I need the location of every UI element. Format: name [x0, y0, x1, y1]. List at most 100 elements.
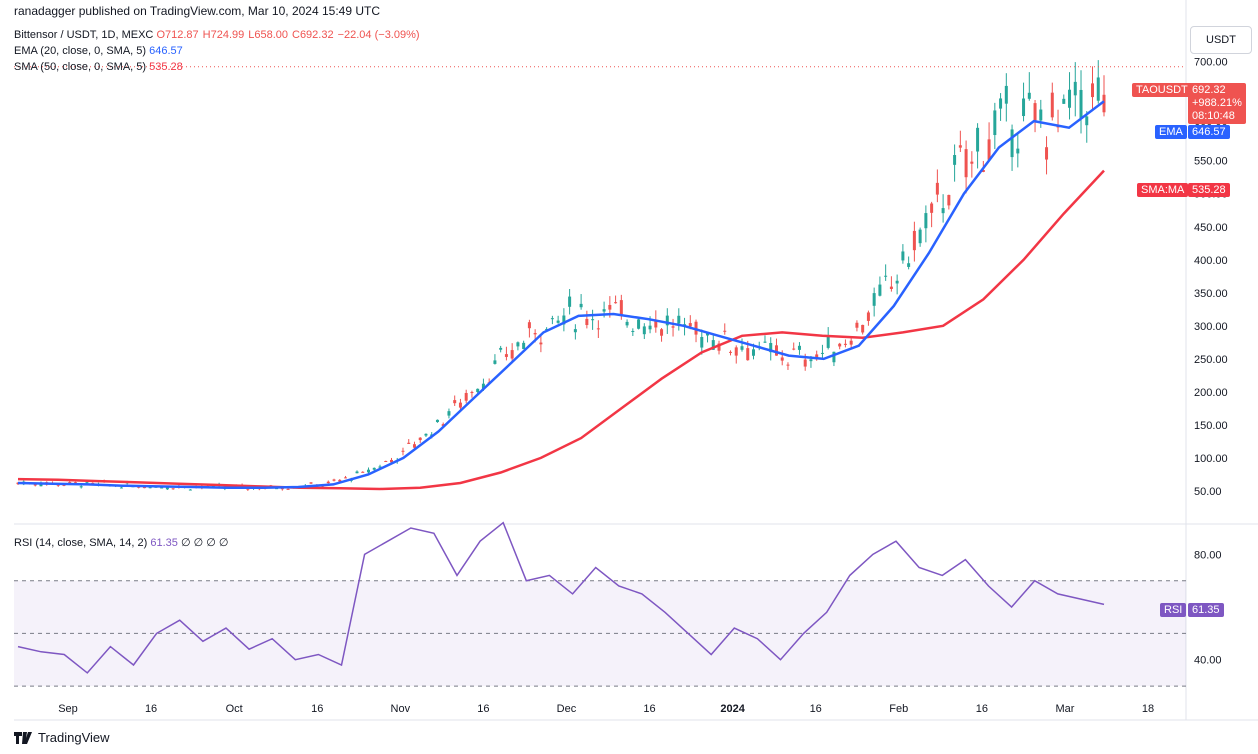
candle-body — [751, 349, 755, 356]
candle-body — [1022, 98, 1026, 117]
candle-body — [717, 343, 721, 351]
candle-body — [614, 302, 618, 304]
ema-tag-label: EMA — [1155, 125, 1187, 139]
low-value: L658.00 — [248, 29, 288, 41]
candle-body — [573, 329, 577, 333]
candle-body — [780, 357, 784, 361]
candle-body — [464, 392, 468, 401]
candle-body — [947, 194, 951, 206]
candle-body — [326, 481, 330, 484]
candle-body — [608, 304, 612, 310]
sma-legend[interactable]: SMA (50, close, 0, SMA, 5) 535.28 — [14, 61, 183, 73]
currency-button[interactable]: USDT — [1190, 26, 1252, 54]
candle-body — [1016, 148, 1020, 154]
candle-body — [119, 487, 123, 489]
candle-body — [137, 486, 141, 488]
time-tick-label: Nov — [391, 703, 411, 715]
tradingview-brand[interactable]: TradingView — [14, 730, 110, 745]
price-tick-label: 100.00 — [1194, 453, 1228, 465]
candle-body — [889, 286, 893, 289]
candle-body — [838, 343, 842, 347]
candle-body — [56, 484, 60, 486]
candle-body — [481, 383, 485, 389]
candle-body — [453, 400, 457, 404]
rsi-legend-value: 61.35 — [150, 537, 178, 549]
candle-body — [286, 488, 290, 490]
candle-body — [706, 333, 710, 336]
candle-body — [970, 161, 974, 164]
sma-legend-value: 535.28 — [149, 61, 183, 73]
candle-body — [884, 275, 888, 277]
symbol-legend: Bittensor / USDT, 1D, MEXC O712.87 H724.9… — [14, 29, 424, 41]
published-line: ranadagger published on TradingView.com,… — [14, 4, 381, 18]
candle-body — [1102, 94, 1106, 113]
candle-body — [746, 348, 750, 361]
candle-body — [522, 342, 526, 350]
candle-body — [642, 326, 646, 335]
candle-body — [338, 479, 342, 482]
rsi-line — [17, 521, 1105, 674]
candle-body — [924, 213, 928, 229]
price-tick-label: 700.00 — [1194, 57, 1228, 69]
candle-body — [579, 303, 583, 308]
candle-body — [987, 139, 991, 160]
ema-line — [17, 100, 1105, 489]
candle-body — [545, 328, 549, 330]
time-tick-label: 16 — [477, 703, 489, 715]
candle-body — [763, 341, 767, 343]
rsi-tag-label: RSI — [1160, 603, 1187, 617]
rsi-legend-extra: ∅ ∅ ∅ ∅ — [180, 537, 229, 549]
candle-body — [999, 98, 1003, 109]
price-tag-countdown: 08:10:48 — [1192, 110, 1235, 122]
symbol-name: Bittensor / USDT, 1D, MEXC — [14, 29, 154, 41]
candle-body — [729, 351, 733, 353]
price-tick-label: 450.00 — [1194, 222, 1228, 234]
candle-body — [389, 459, 393, 463]
candle-body — [976, 127, 980, 152]
candle-body — [631, 330, 635, 332]
time-tick-label: Feb — [889, 703, 908, 715]
candle-body — [671, 326, 675, 328]
candle-body — [981, 169, 985, 172]
candle-body — [803, 359, 807, 367]
candle-body — [344, 477, 348, 479]
candle-body — [815, 354, 819, 360]
time-tick-label: Mar — [1055, 703, 1074, 715]
brand-name: TradingView — [38, 730, 110, 745]
candle-body — [619, 300, 623, 316]
change-value: −22.04 (−3.09%) — [337, 29, 420, 41]
candle-body — [901, 251, 905, 261]
high-value: H724.99 — [202, 29, 245, 41]
ema-legend[interactable]: EMA (20, close, 0, SMA, 5) 646.57 — [14, 45, 183, 57]
candle-body — [447, 411, 451, 416]
candle-body — [68, 482, 72, 484]
candle-body — [734, 347, 738, 356]
candle-body — [1033, 103, 1037, 121]
candle-body — [1010, 129, 1014, 158]
ema-tag-value: 646.57 — [1188, 125, 1230, 139]
candle-body — [309, 482, 313, 484]
candle-body — [740, 346, 744, 350]
candle-body — [499, 347, 503, 350]
price-tag: 692.32 +988.21% 08:10:48 — [1188, 83, 1246, 124]
candle-body — [792, 348, 796, 350]
candle-body — [843, 343, 847, 345]
candle-body — [918, 229, 922, 244]
candle-body — [861, 324, 865, 333]
rsi-legend[interactable]: RSI (14, close, SMA, 14, 2) 61.35 ∅ ∅ ∅ … — [14, 536, 228, 549]
price-tick-label: 550.00 — [1194, 156, 1228, 168]
candle-body — [602, 309, 606, 312]
rsi-tag-value: 61.35 — [1188, 603, 1224, 617]
candle-body — [378, 466, 382, 468]
ohlc-values: O712.87 H724.99 L658.00 C692.32 −22.04 (−3.0… — [156, 29, 423, 41]
candle-body — [1050, 92, 1054, 118]
candle-body — [476, 388, 480, 393]
price-tag-symbol: TAOUSDT — [1132, 83, 1192, 97]
candle-body — [769, 342, 773, 353]
candle-body — [637, 319, 641, 329]
price-tick-label: 300.00 — [1194, 321, 1228, 333]
candle-body — [1085, 116, 1089, 126]
candle-body — [935, 182, 939, 195]
candle-body — [171, 488, 175, 490]
